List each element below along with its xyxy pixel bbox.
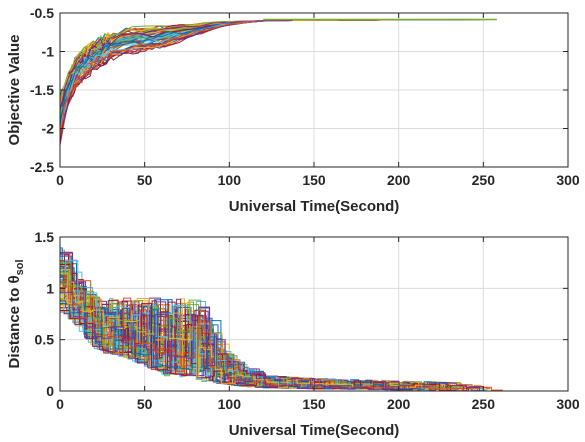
y-axis-label-bottom: Distance to θsol — [6, 259, 26, 368]
y-tick-label: 1.5 — [35, 229, 55, 245]
series-line — [59, 19, 445, 108]
x-tick-label: 50 — [137, 396, 153, 412]
x-tick-label: 300 — [556, 396, 580, 412]
x-tick-label: 100 — [218, 172, 242, 188]
y-tick-label: -2 — [42, 121, 55, 137]
x-tick-label: 150 — [302, 396, 326, 412]
x-tick-label: 150 — [302, 172, 326, 188]
series-line — [59, 20, 293, 111]
y-axis-label-top: Objective Value — [6, 35, 23, 146]
series-group-bottom — [60, 247, 504, 392]
y-tick-label: 0.5 — [35, 332, 55, 348]
x-tick-label: 250 — [472, 396, 496, 412]
x-tick-label: 200 — [387, 396, 411, 412]
series-line — [60, 281, 473, 391]
x-tick-label: 250 — [472, 172, 496, 188]
x-tick-label: 50 — [137, 172, 153, 188]
series-line — [59, 19, 417, 113]
series-line — [59, 19, 372, 113]
y-tick-label: -2.5 — [30, 159, 54, 175]
y-tick-label: -0.5 — [30, 5, 54, 21]
series-line — [59, 20, 292, 124]
ticks-top: 0 50 100 150 200 250 300 -0.5 -1 -1.5 -2 -2.5 — [30, 5, 580, 188]
ticks-bottom: 0 50 100 150 200 250 300 1.5 1 0.5 0 — [35, 229, 580, 412]
distance-plot: 0 50 100 150 200 250 300 1.5 1 0.5 0 Universal Tim… — [6, 229, 580, 439]
x-axis-label-top: Universal Time(Second) — [229, 198, 400, 215]
y-tick-label: -1 — [42, 44, 55, 60]
x-axis-label-bottom: Universal Time(Second) — [229, 422, 400, 439]
y-tick-label: -1.5 — [30, 82, 54, 98]
x-tick-label: 200 — [387, 172, 411, 188]
objective-value-plot: 0 50 100 150 200 250 300 -0.5 -1 -1.5 -2 -2.5 Unive… — [6, 5, 580, 215]
y-tick-label: 1 — [46, 280, 54, 296]
series-line — [59, 19, 392, 111]
series-line — [60, 291, 413, 391]
series-line — [59, 19, 396, 111]
series-line — [59, 19, 370, 112]
series-group-top — [59, 18, 497, 146]
series-line — [59, 19, 442, 108]
y-axis-label-bottom-main: Distance to θ — [6, 275, 23, 368]
series-line — [59, 19, 353, 115]
x-tick-label: 100 — [218, 396, 242, 412]
x-tick-label: 0 — [56, 396, 64, 412]
x-tick-label: 0 — [56, 172, 64, 188]
series-line — [59, 19, 443, 111]
series-line — [59, 19, 369, 111]
y-tick-label: 0 — [46, 383, 54, 399]
x-tick-label: 300 — [556, 172, 580, 188]
y-axis-label-bottom-subscript: sol — [14, 259, 26, 275]
